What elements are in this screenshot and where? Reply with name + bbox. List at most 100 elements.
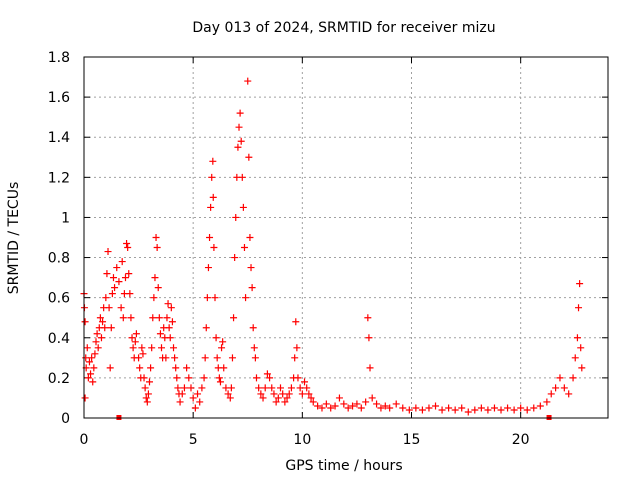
data-point <box>139 350 147 358</box>
data-point <box>215 374 223 382</box>
data-point <box>458 404 466 412</box>
data-point <box>149 314 157 322</box>
data-point <box>517 404 525 412</box>
data-point <box>170 344 178 352</box>
data-point <box>166 334 174 342</box>
data-point <box>210 244 218 252</box>
data-point <box>211 294 219 302</box>
data-point <box>432 402 440 410</box>
data-point <box>115 278 123 286</box>
data-point <box>167 304 175 312</box>
data-point <box>335 394 343 402</box>
data-point <box>171 354 179 362</box>
data-point <box>327 404 335 412</box>
data-point <box>146 378 153 386</box>
data-point <box>89 378 97 386</box>
data-point <box>451 406 459 414</box>
data-point <box>296 384 304 392</box>
data-point <box>124 244 132 252</box>
data-point <box>206 234 214 241</box>
data-point <box>163 314 171 322</box>
data-point <box>543 398 551 406</box>
data-point <box>259 394 267 402</box>
data-point <box>173 374 181 382</box>
data-point <box>148 344 156 352</box>
data-point <box>353 400 361 408</box>
x-tick-label: 5 <box>189 432 198 448</box>
data-point <box>180 384 188 392</box>
data-point <box>536 402 544 410</box>
data-point <box>322 400 330 408</box>
chart-title: Day 013 of 2024, SRMTID for receiver miz… <box>192 20 495 36</box>
data-point <box>318 404 326 412</box>
data-point <box>82 354 90 362</box>
data-point <box>362 398 370 406</box>
data-point <box>291 354 299 362</box>
data-point <box>155 314 163 322</box>
data-point <box>504 404 512 412</box>
data-point <box>107 324 115 332</box>
data-point <box>510 406 518 414</box>
data-point <box>93 330 101 338</box>
data-point <box>127 314 135 322</box>
data-point <box>490 404 498 412</box>
y-tick-label: 1 <box>61 210 70 226</box>
y-axis-ticks: 0 0.2 0.4 0.6 0.8 1 1.2 1.4 1.6 1.8 <box>48 50 608 427</box>
data-point <box>497 406 505 414</box>
data-point <box>232 213 240 221</box>
data-point <box>143 398 151 406</box>
data-point <box>136 364 144 372</box>
data-point <box>247 264 255 272</box>
y-tick-label: 0.8 <box>48 251 70 267</box>
data-point <box>125 270 133 278</box>
data-point <box>103 270 111 278</box>
data-point <box>242 294 250 302</box>
data-point <box>94 344 102 352</box>
data-point <box>131 338 139 346</box>
data-point <box>138 344 146 352</box>
data-point <box>111 284 119 292</box>
data-point <box>231 254 239 262</box>
data-point <box>565 390 573 398</box>
data-point <box>246 234 254 241</box>
data-point <box>208 173 216 181</box>
data-point <box>238 173 246 181</box>
data-point <box>277 384 284 392</box>
data-point <box>81 318 89 326</box>
data-point <box>92 338 100 346</box>
data-point <box>314 402 322 410</box>
data-point <box>252 374 260 382</box>
data-point <box>445 404 453 412</box>
data-point <box>464 408 472 416</box>
data-point <box>303 384 311 392</box>
data-point <box>576 280 584 288</box>
data-point <box>176 398 184 406</box>
data-point <box>91 350 99 358</box>
data-point <box>349 402 357 410</box>
data-point <box>119 314 127 322</box>
data-point <box>281 398 289 406</box>
data-point <box>412 404 420 412</box>
data-point <box>344 404 352 412</box>
y-tick-label: 0.2 <box>48 371 70 387</box>
data-point <box>147 364 155 372</box>
data-point <box>292 318 300 326</box>
data-point <box>101 324 109 332</box>
data-point <box>530 404 538 412</box>
data-point <box>364 314 372 322</box>
data-point <box>270 390 278 398</box>
data-point <box>164 300 172 308</box>
data-point <box>268 384 276 392</box>
x-tick-label: 10 <box>293 432 311 448</box>
data-point <box>141 384 149 392</box>
data-point <box>88 354 96 362</box>
data-point <box>547 390 555 398</box>
data-point <box>523 406 531 414</box>
data-point <box>154 284 162 292</box>
data-point <box>248 284 256 292</box>
data-point <box>418 406 426 414</box>
data-point <box>477 404 485 412</box>
data-point <box>220 364 228 372</box>
data-point <box>204 264 212 272</box>
data-point <box>237 137 245 145</box>
